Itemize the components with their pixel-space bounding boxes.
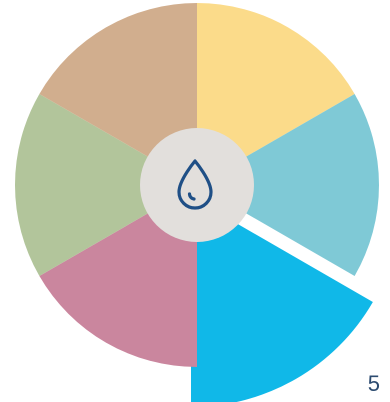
segment-top-left[interactable] <box>39 3 197 185</box>
segment-left[interactable] <box>14 94 198 276</box>
step-number: 5 <box>367 371 380 396</box>
segment-bottom-left[interactable] <box>39 185 197 367</box>
segment-bottom-right[interactable] <box>191 197 373 402</box>
segment-top-right[interactable] <box>197 2 355 185</box>
wheel-segments <box>14 2 380 402</box>
center-circle <box>140 128 254 242</box>
segment-right[interactable] <box>197 94 380 276</box>
